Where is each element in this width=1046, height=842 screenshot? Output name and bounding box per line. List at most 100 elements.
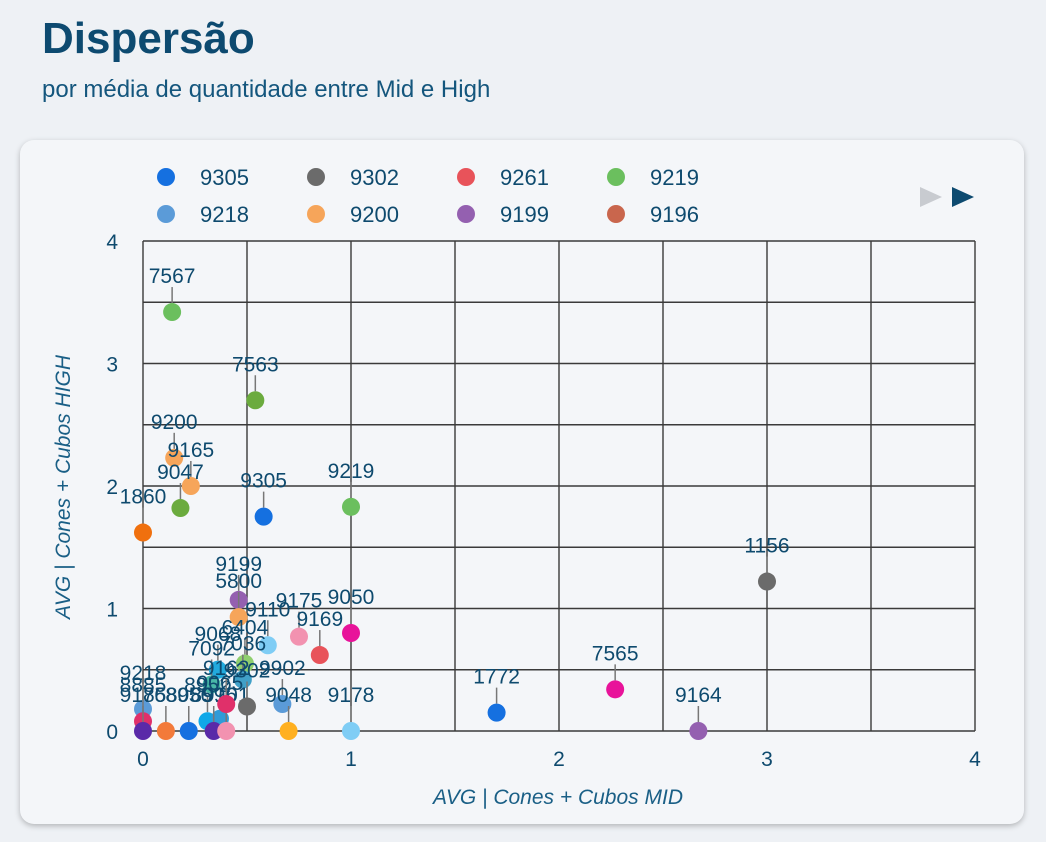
- y-tick-label: 1: [106, 599, 118, 622]
- data-point[interactable]: [179, 722, 198, 740]
- point-label: 9050: [328, 586, 375, 609]
- legend-marker[interactable]: [157, 168, 175, 186]
- point-label: 9048: [265, 684, 312, 707]
- point-label: 7565: [592, 642, 639, 665]
- data-point[interactable]: [310, 646, 329, 665]
- data-point[interactable]: [156, 722, 175, 740]
- x-axis-label: AVG | Cones + Cubos MID: [431, 786, 683, 809]
- data-point[interactable]: [134, 523, 152, 542]
- point-label: 9165: [167, 439, 214, 462]
- data-point[interactable]: [217, 722, 236, 740]
- legend-marker[interactable]: [457, 168, 475, 186]
- legend-marker[interactable]: [607, 168, 625, 186]
- point-label: 9110: [245, 598, 290, 621]
- point-label: 9218: [120, 662, 167, 685]
- point-label: 9902: [259, 657, 306, 680]
- legend-marker[interactable]: [607, 205, 625, 223]
- data-point[interactable]: [689, 722, 708, 740]
- data-point[interactable]: [235, 654, 254, 673]
- legend-marker[interactable]: [457, 205, 475, 223]
- point-label: 7092: [188, 637, 235, 660]
- point-label: 9047: [157, 461, 204, 484]
- triangle-right-icon[interactable]: [952, 187, 974, 207]
- point-label: 1156: [744, 535, 789, 558]
- data-point[interactable]: [238, 697, 256, 716]
- data-point[interactable]: [246, 391, 265, 410]
- legend-marker[interactable]: [157, 205, 175, 223]
- point-label: 6404: [222, 617, 269, 640]
- x-tick-label: 2: [553, 748, 565, 771]
- x-tick-label: 1: [345, 748, 357, 771]
- point-label: 9302: [224, 660, 271, 683]
- legend-pager: [920, 187, 974, 207]
- point-label: 9178: [328, 684, 375, 707]
- data-point[interactable]: [342, 722, 360, 740]
- data-point[interactable]: [254, 507, 273, 526]
- data-point[interactable]: [487, 703, 506, 722]
- legend-label[interactable]: 9305: [200, 165, 249, 190]
- legend-marker[interactable]: [307, 168, 325, 186]
- chart-card: 9305 9302 9261 9219 9218 9200 9199 9196 0 1 2 3 4 0 1…: [20, 140, 1024, 824]
- point-label: 5800: [215, 570, 262, 593]
- x-tick-label: 4: [969, 748, 981, 771]
- page-subtitle: por média de quantidade entre Mid e High: [42, 76, 491, 103]
- data-point[interactable]: [273, 695, 292, 714]
- point-label: 1860: [120, 486, 167, 509]
- point-label: 7563: [232, 353, 279, 376]
- legend-label[interactable]: 9196: [650, 202, 699, 227]
- data-point[interactable]: [208, 660, 227, 679]
- point-label: 9068: [195, 623, 242, 646]
- legend-label[interactable]: 9261: [500, 165, 549, 190]
- legend-label[interactable]: 9200: [350, 202, 399, 227]
- axis-ticks: 0 1 2 3 4 0 1 2 3 4: [106, 231, 981, 771]
- x-tick-label: 0: [137, 748, 149, 771]
- data-point[interactable]: [606, 680, 625, 699]
- point-label: 9169: [296, 608, 343, 631]
- data-point[interactable]: [290, 627, 308, 646]
- data-point[interactable]: [229, 608, 248, 627]
- data-point[interactable]: [165, 448, 184, 467]
- x-tick-label: 3: [761, 748, 773, 771]
- data-point[interactable]: [342, 624, 360, 642]
- point-label: 9219: [328, 460, 375, 483]
- chart-grid: [142, 240, 976, 732]
- data-point[interactable]: [202, 675, 221, 694]
- point-label: 1772: [473, 666, 520, 689]
- scatter-chart: 9305 9302 9261 9219 9218 9200 9199 9196 0 1 2 3 4 0 1…: [52, 165, 981, 809]
- legend-label[interactable]: 9302: [350, 165, 399, 190]
- triangle-left-icon[interactable]: [920, 187, 942, 207]
- point-label: 9200: [151, 411, 198, 434]
- y-tick-label: 3: [106, 354, 118, 377]
- y-tick-label: 4: [106, 231, 118, 254]
- legend-label[interactable]: 9219: [650, 165, 699, 190]
- data-point[interactable]: [171, 499, 190, 518]
- legend: 9305 9302 9261 9219 9218 9200 9199 9196: [157, 165, 699, 227]
- data-point[interactable]: [342, 497, 360, 516]
- data-point[interactable]: [258, 636, 277, 655]
- point-label: 9065: [197, 672, 244, 695]
- data-point[interactable]: [163, 303, 182, 322]
- data-point[interactable]: [279, 722, 298, 740]
- point-label: 9185: [120, 684, 167, 707]
- point-label: 8885: [120, 674, 167, 697]
- point-label: 8952: [184, 674, 231, 697]
- legend-label[interactable]: 9199: [500, 202, 549, 227]
- point-label: 7567: [149, 265, 196, 288]
- point-label: 9175: [276, 590, 323, 613]
- point-label: 9162: [203, 657, 250, 680]
- point-label: 7680: [143, 684, 190, 707]
- data-point[interactable]: [758, 572, 776, 591]
- data-point[interactable]: [204, 722, 223, 740]
- data-point[interactable]: [181, 477, 200, 495]
- y-tick-label: 2: [106, 476, 118, 499]
- y-axis-label: AVG | Cones + Cubos HIGH: [52, 354, 75, 621]
- legend-marker[interactable]: [307, 205, 325, 223]
- data-point[interactable]: [217, 695, 236, 714]
- page-title: Dispersão: [42, 14, 255, 63]
- legend-label[interactable]: 9218: [200, 202, 249, 227]
- data-point[interactable]: [134, 722, 152, 740]
- point-label: 9305: [240, 470, 287, 493]
- point-label: 8956: [165, 684, 212, 707]
- point-label: 9199: [215, 553, 262, 576]
